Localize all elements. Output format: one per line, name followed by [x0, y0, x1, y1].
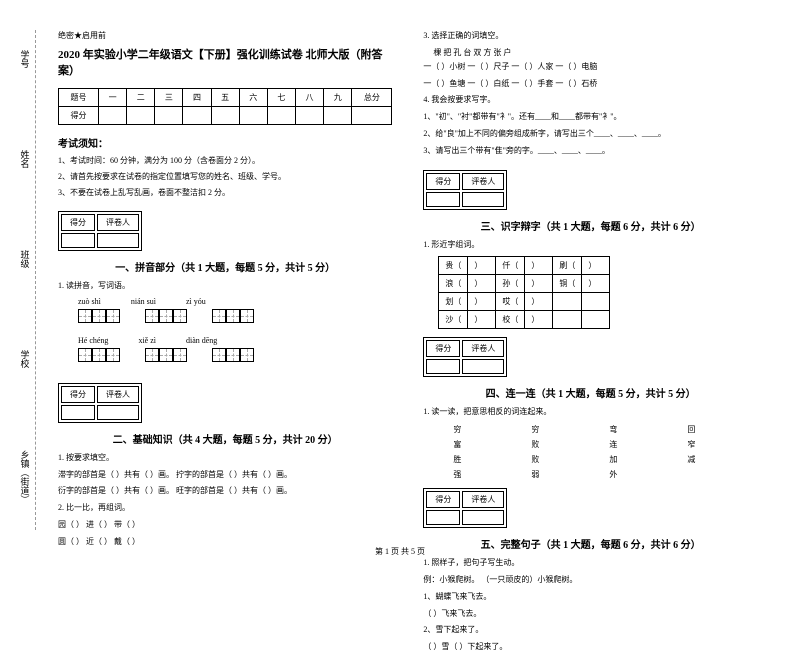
pinyin: diàn dēng [186, 336, 217, 345]
pinyin: zì yóu [186, 297, 206, 306]
char-compare-table: 贵（）仟（）刷（） 浪（）孙（）铜（） 划（）哎（） 沙（）校（） [438, 256, 610, 329]
th: 七 [267, 89, 295, 107]
th: 六 [239, 89, 267, 107]
right-column: 3. 选择正确的词填空。 棵 把 孔 台 双 方 张 户 一（ ）小树 一（ ）… [415, 30, 765, 545]
secret-label: 绝密★启用前 [58, 30, 392, 41]
grader-label: 评卷人 [97, 214, 139, 231]
th: 五 [211, 89, 239, 107]
question-text: 1. 读拼音，写词语。 [58, 280, 392, 293]
notice-item: 3、不要在试卷上乱写乱画，卷面不整洁扣 2 分。 [58, 187, 392, 199]
fill-item: 2、给"良"加上不同的偏旁组成新字，请写出三个____、____、____。 [423, 128, 757, 141]
section-title: 二、基础知识（共 4 大题，每题 5 分，共计 20 分） [58, 431, 392, 446]
section-title: 五、完整句子（共 1 大题，每题 6 分，共计 6 分） [423, 536, 757, 551]
fill-item: 园（ ） 进（ ） 带（ ） [58, 519, 392, 532]
th: 一 [99, 89, 127, 107]
question-text: 1. 按要求填空。 [58, 452, 392, 465]
fill-item: （ ）飞来飞去。 [423, 608, 757, 621]
grader-box: 得分评卷人 [58, 211, 142, 251]
sidebar-label: 学号 [19, 50, 32, 110]
question-text: 1. 形近字组词。 [423, 239, 757, 252]
th: 八 [295, 89, 323, 107]
th: 总分 [352, 89, 392, 107]
th: 题号 [59, 89, 99, 107]
connect-exercise: 穷 富 胜 强 穷 败 败 弱 弯 连 加 外 回 窄 减 [423, 424, 757, 480]
question-text: 1. 读一读，把意思相反的词连起来。 [423, 406, 757, 419]
grader-box: 得分评卷人 [423, 488, 507, 528]
th: 九 [324, 89, 352, 107]
th: 三 [155, 89, 183, 107]
pinyin: xiě zì [138, 336, 156, 345]
section-title: 三、识字辩字（共 1 大题，每题 6 分，共计 6 分） [423, 218, 757, 233]
pinyin: nián suì [131, 297, 156, 306]
fill-item: （ ）雪（ ）下起来了。 [423, 641, 757, 654]
left-column: 绝密★启用前 2020 年实验小学二年级语文【下册】强化训练试卷 北师大版（附答… [50, 30, 400, 545]
sidebar-label: 学校 [19, 350, 32, 410]
fill-item: 1、"初"、"衬"都带有"衤"。还有____和____都带有"衤"。 [423, 111, 757, 124]
fill-item: 滞字的部首是（ ）共有（ ）画。 拧字的部首是（ ）共有（ ）画。 [58, 469, 392, 482]
option-bank: 棵 把 孔 台 双 方 张 户 [423, 47, 757, 58]
sidebar-label: 姓名 [19, 150, 32, 210]
sidebar-label: 乡镇（街道） [19, 450, 32, 510]
pinyin: zuò shì [78, 297, 101, 306]
char-grid-row [58, 348, 392, 370]
grader-box: 得分评卷人 [58, 383, 142, 423]
sidebar-label: 班级 [19, 250, 32, 310]
grader-box: 得分评卷人 [423, 337, 507, 377]
char-grid-row [58, 309, 392, 331]
section-title: 一、拼音部分（共 1 大题，每题 5 分，共计 5 分） [58, 259, 392, 274]
exam-page: 绝密★启用前 2020 年实验小学二年级语文【下册】强化训练试卷 北师大版（附答… [0, 0, 800, 565]
fill-item: 一（ ）鱼塘 一（ ）白纸 一（ ）手套 一（ ）石桥 [423, 78, 757, 91]
fill-item: 2、雪下起来了。 [423, 624, 757, 637]
fill-item: 一（ ）小树 一（ ）尺子 一（ ）人家 一（ ）电脑 [423, 61, 757, 74]
example-text: 例：小猴爬树。 （一只顽皮的）小猴爬树。 [423, 574, 757, 587]
fold-line [35, 30, 36, 530]
question-text: 2. 比一比，再组词。 [58, 502, 392, 515]
pinyin-row: zuò shì nián suì zì yóu [58, 297, 392, 306]
score-label: 得分 [61, 214, 95, 231]
th: 四 [183, 89, 211, 107]
section-title: 四、连一连（共 1 大题，每题 5 分，共计 5 分） [423, 385, 757, 400]
pinyin: Hé chéng [78, 336, 108, 345]
td: 得分 [59, 107, 99, 125]
notice-item: 2、请首先按要求在试卷的指定位置填写您的姓名、班级、学号。 [58, 171, 392, 183]
notice-title: 考试须知： [58, 135, 392, 150]
notice-item: 1、考试时间：60 分钟，满分为 100 分（含卷面分 2 分）。 [58, 155, 392, 167]
binding-sidebar: 学号 姓名 班级 学校 乡镇（街道） [5, 30, 45, 530]
fill-item: 1、蝴蝶飞来飞去。 [423, 591, 757, 604]
pinyin-row: Hé chéng xiě zì diàn dēng [58, 336, 392, 345]
page-footer: 第 1 页 共 5 页 [375, 546, 425, 557]
grader-box: 得分评卷人 [423, 170, 507, 210]
score-table: 题号 一 二 三 四 五 六 七 八 九 总分 得分 [58, 88, 392, 125]
exam-title: 2020 年实验小学二年级语文【下册】强化训练试卷 北师大版（附答案） [58, 46, 392, 78]
th: 二 [127, 89, 155, 107]
fill-item: 3、请写出三个带有"隹"旁的字。____、____、____。 [423, 145, 757, 158]
fill-item: 圆（ ） 近（ ） 戴（ ） [58, 536, 392, 549]
question-text: 3. 选择正确的词填空。 [423, 30, 757, 43]
question-text: 4. 我会按要求写字。 [423, 94, 757, 107]
fill-item: 衍字的部首是（ ）共有（ ）画。 旺字的部首是（ ）共有（ ）画。 [58, 485, 392, 498]
question-text: 1. 照样子，把句子写生动。 [423, 557, 757, 570]
